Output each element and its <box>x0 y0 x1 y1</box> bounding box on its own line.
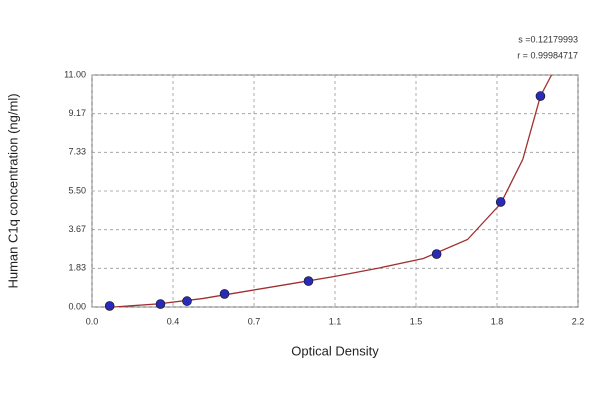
data-point <box>155 299 166 309</box>
annotation: s =0.12179993 <box>518 34 578 44</box>
annotation: r = 0.99984717 <box>517 50 578 60</box>
x-tick-label: 0.7 <box>248 316 261 326</box>
x-tick-label: 1.8 <box>491 316 504 326</box>
data-point <box>182 296 192 306</box>
data-point <box>303 276 314 286</box>
y-tick-label: 7.33 <box>68 147 86 157</box>
x-axis-title: Optical Density <box>291 343 379 358</box>
x-tick-label: 0.4 <box>167 316 180 326</box>
x-tick-label: 0.0 <box>86 316 99 326</box>
data-point <box>431 249 442 259</box>
x-tick-label: 1.1 <box>329 316 342 326</box>
data-point <box>219 289 230 299</box>
fit-curve <box>114 74 553 307</box>
y-tick-label: 0.00 <box>68 301 86 311</box>
y-tick-label: 11.00 <box>64 69 86 79</box>
y-axis-title: Human C1q concentration (ng/ml) <box>5 93 20 288</box>
x-tick-label: 2.2 <box>572 316 585 326</box>
y-tick-label: 1.83 <box>68 263 86 273</box>
y-tick-label: 9.17 <box>68 108 86 118</box>
y-tick-label: 3.67 <box>68 224 86 234</box>
x-tick-label: 1.5 <box>410 316 423 326</box>
y-tick-label: 5.50 <box>68 185 86 195</box>
data-point <box>495 197 506 207</box>
data-point <box>104 301 115 311</box>
data-point <box>535 91 546 101</box>
